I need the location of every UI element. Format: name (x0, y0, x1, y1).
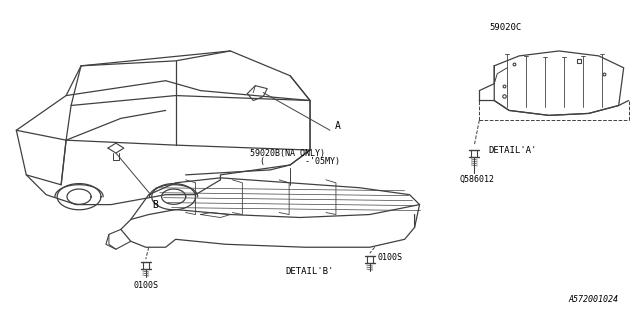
Text: DETAIL'B': DETAIL'B' (285, 267, 333, 276)
Text: A: A (335, 121, 341, 131)
Text: A572001024: A572001024 (569, 295, 619, 304)
Text: 59020C: 59020C (489, 23, 522, 32)
Text: 59020B(NA ONLY): 59020B(NA ONLY) (250, 149, 325, 158)
Text: DETAIL'A': DETAIL'A' (488, 146, 537, 155)
Text: (        -'05MY): ( -'05MY) (260, 157, 340, 166)
Text: 0100S: 0100S (378, 253, 403, 262)
Text: Q586012: Q586012 (460, 175, 494, 184)
Text: B: B (153, 200, 159, 210)
Text: 0100S: 0100S (133, 281, 158, 290)
